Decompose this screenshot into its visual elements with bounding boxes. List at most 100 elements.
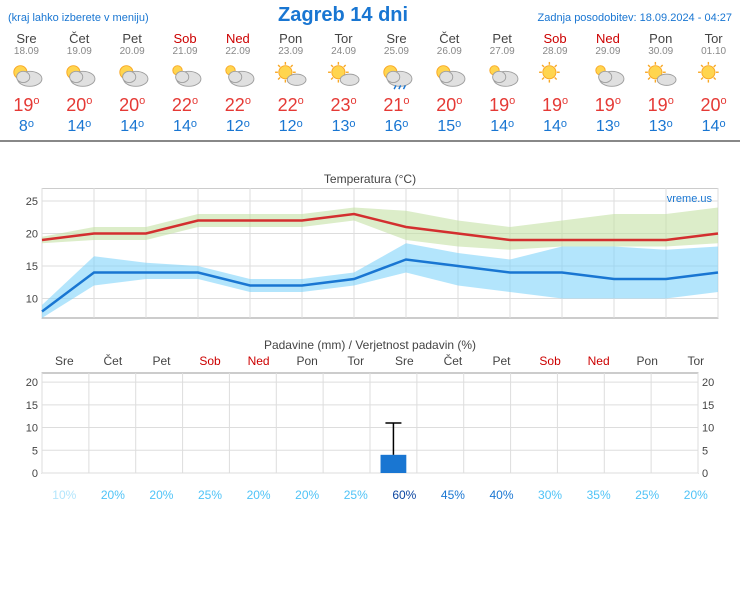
precip-pct: 25% <box>331 488 380 502</box>
header: (kraj lahko izberete v meniju) Zagreb 14… <box>0 0 740 31</box>
precip-day-labels: SreČetPetSobNedPonTorSreČetPetSobNedPonT… <box>20 354 720 368</box>
temp-chart-title: Temperatura (°C) <box>0 172 740 186</box>
forecast-day: Ned 22.09 22o 12o <box>211 31 264 136</box>
precip-pct: 20% <box>137 488 186 502</box>
temp-low: 8o <box>0 118 53 136</box>
temp-low: 14o <box>476 118 529 136</box>
precip-pct: 20% <box>89 488 138 502</box>
temp-high: 20o <box>423 95 476 116</box>
temp-high: 22o <box>264 95 317 116</box>
day-name: Sob <box>529 31 582 46</box>
svg-text:10: 10 <box>26 423 38 435</box>
temp-low: 12o <box>264 118 317 136</box>
svg-text:0: 0 <box>702 468 708 480</box>
day-date: 20.09 <box>106 46 159 57</box>
forecast-day: Sre 18.09 19o 8o <box>0 31 53 136</box>
temp-high: 22o <box>159 95 212 116</box>
precip-pct: 20% <box>672 488 721 502</box>
temp-low: 14o <box>529 118 582 136</box>
temp-high: 20o <box>106 95 159 116</box>
last-update: Zadnja posodobitev: 18.09.2024 - 04:27 <box>538 12 732 24</box>
temp-low: 12o <box>211 118 264 136</box>
svg-text:5: 5 <box>702 445 708 457</box>
precip-day-label: Pet <box>137 354 186 368</box>
weather-icon <box>6 61 46 91</box>
temperature-chart: 10152025vreme.us <box>20 188 720 328</box>
day-name: Čet <box>423 31 476 46</box>
temp-high: 21o <box>370 95 423 116</box>
temp-high: 19o <box>476 95 529 116</box>
weather-icon <box>165 61 205 91</box>
day-name: Pet <box>476 31 529 46</box>
precip-day-label: Pet <box>477 354 526 368</box>
precip-chart-title: Padavine (mm) / Verjetnost padavin (%) <box>0 338 740 352</box>
precipitation-chart: 0055101015152020 <box>20 368 720 488</box>
temp-high: 19o <box>581 95 634 116</box>
weather-icon <box>112 61 152 91</box>
svg-text:0: 0 <box>32 468 38 480</box>
temp-high: 19o <box>529 95 582 116</box>
day-date: 30.09 <box>634 46 687 57</box>
forecast-day: Sob 21.09 22o 14o <box>159 31 212 136</box>
day-date: 18.09 <box>0 46 53 57</box>
weather-icon <box>535 61 575 91</box>
forecast-day: Tor 24.09 23o 13o <box>317 31 370 136</box>
forecast-day: Tor 01.10 20o 14o <box>687 31 740 136</box>
header-menu-hint[interactable]: (kraj lahko izberete v meniju) <box>8 12 149 24</box>
svg-text:20: 20 <box>26 377 38 389</box>
precip-pct: 30% <box>526 488 575 502</box>
temp-high: 19o <box>0 95 53 116</box>
temp-low: 14o <box>687 118 740 136</box>
day-date: 27.09 <box>476 46 529 57</box>
forecast-day: Pon 30.09 19o 13o <box>634 31 687 136</box>
day-name: Sob <box>159 31 212 46</box>
svg-text:20: 20 <box>702 377 714 389</box>
day-date: 25.09 <box>370 46 423 57</box>
forecast-day: Pet 20.09 20o 14o <box>106 31 159 136</box>
forecast-day: Čet 26.09 20o 15o <box>423 31 476 136</box>
forecast-table: Sre 18.09 19o 8o Čet 19.09 20o 14o Pet 2… <box>0 31 740 142</box>
temp-high: 20o <box>53 95 106 116</box>
day-name: Tor <box>687 31 740 46</box>
temp-high: 22o <box>211 95 264 116</box>
forecast-day: Ned 29.09 19o 13o <box>581 31 634 136</box>
precip-day-label: Ned <box>574 354 623 368</box>
temp-low: 14o <box>159 118 212 136</box>
weather-icon <box>376 61 416 91</box>
precip-pct: 20% <box>283 488 332 502</box>
precip-day-label: Pon <box>623 354 672 368</box>
precip-day-label: Čet <box>89 354 138 368</box>
precip-pct: 10% <box>40 488 89 502</box>
weather-icon <box>588 61 628 91</box>
forecast-day: Pet 27.09 19o 14o <box>476 31 529 136</box>
precip-pct: 40% <box>477 488 526 502</box>
day-name: Sre <box>0 31 53 46</box>
temp-low: 13o <box>634 118 687 136</box>
svg-text:vreme.us: vreme.us <box>667 193 713 205</box>
day-name: Pon <box>634 31 687 46</box>
precip-day-label: Sre <box>40 354 89 368</box>
precip-day-label: Sob <box>526 354 575 368</box>
day-name: Čet <box>53 31 106 46</box>
day-name: Ned <box>211 31 264 46</box>
svg-text:15: 15 <box>702 400 714 412</box>
svg-text:15: 15 <box>26 400 38 412</box>
weather-icon <box>271 61 311 91</box>
temp-low: 14o <box>106 118 159 136</box>
day-name: Ned <box>581 31 634 46</box>
temp-low: 13o <box>317 118 370 136</box>
precip-day-label: Tor <box>672 354 721 368</box>
precip-pct: 35% <box>574 488 623 502</box>
temp-low: 15o <box>423 118 476 136</box>
forecast-day: Pon 23.09 22o 12o <box>264 31 317 136</box>
precip-pct-row: 10%20%20%25%20%20%25%60%45%40%30%35%25%2… <box>20 488 720 502</box>
precip-pct: 60% <box>380 488 429 502</box>
page-title: Zagreb 14 dni <box>278 4 408 27</box>
weather-icon <box>59 61 99 91</box>
precip-pct: 25% <box>623 488 672 502</box>
temp-chart-section: Temperatura (°C) 10152025vreme.us <box>0 172 740 328</box>
weather-icon <box>429 61 469 91</box>
day-date: 01.10 <box>687 46 740 57</box>
temp-low: 13o <box>581 118 634 136</box>
precip-day-label: Čet <box>429 354 478 368</box>
